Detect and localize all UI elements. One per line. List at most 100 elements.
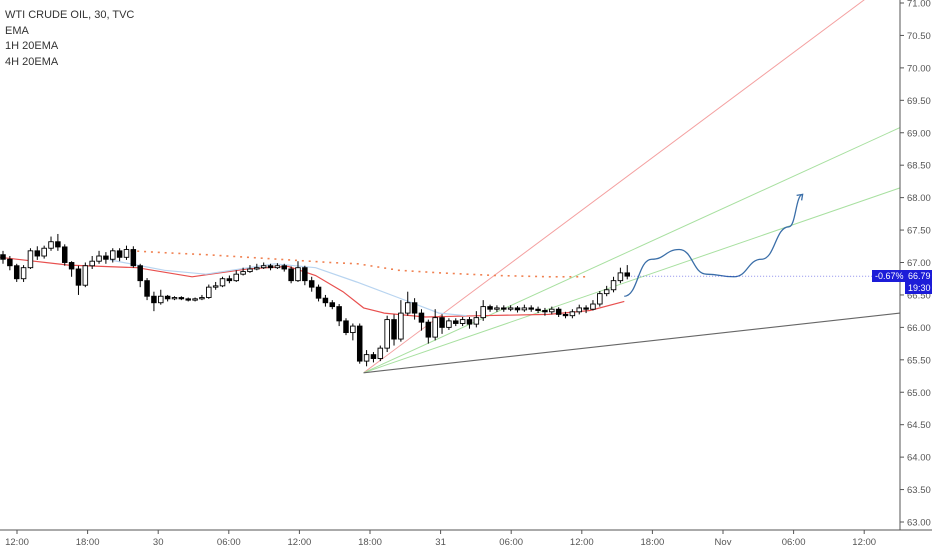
price-tick-label: 65.00 [907,388,931,399]
series-dot [157,251,160,254]
candle-body [61,246,68,263]
price-tick-label: 68.50 [907,161,931,172]
candle-body [363,354,370,362]
candle-body [103,255,109,260]
candle-body [151,295,157,304]
candle-body [254,267,260,270]
candle-body [171,297,178,300]
candle-body [281,265,288,270]
series-dot [178,252,181,255]
candle-body [391,319,397,340]
series-dot [192,253,195,255]
candle-body [27,250,34,269]
candle-body [404,302,411,314]
legend-4h-ema[interactable]: 4H 20EMA [5,55,59,68]
time-tick-label: Nov [715,537,732,548]
series-dot [144,250,147,253]
candle-body [158,295,164,304]
candle-body [356,325,363,362]
candle-body [110,250,116,260]
time-tick-label: 12:00 [852,537,876,548]
legend-ema[interactable]: EMA [5,24,29,37]
candle-body [13,265,20,280]
candle-body [20,267,27,280]
series-dot [569,275,572,278]
candle-body [590,303,596,310]
series-line [109,259,467,317]
candle-body [233,273,239,282]
series-line [0,256,625,318]
candle-body [192,298,198,301]
time-tick-label: 06:00 [499,537,523,548]
ema-layer [0,250,625,318]
candle-body [41,247,47,257]
candle-body [425,321,432,338]
candle-body [480,306,486,319]
series-dot [246,256,249,259]
projection-layer [624,193,804,297]
candle-body [528,307,534,310]
series-dot [535,275,538,278]
candle-body [411,302,418,314]
candle-body [624,272,631,277]
candle-body [514,307,521,311]
candle-body [610,280,617,291]
candle-body [274,265,281,269]
candle-body [562,313,569,317]
candle-body [55,241,61,248]
series-dot [583,275,586,278]
candle-body [308,280,315,288]
series-dot [480,274,483,276]
candle-body [576,307,582,313]
series-dot [466,273,469,275]
candle-body [68,262,75,270]
candle-body [377,347,384,359]
time-tick-label: 12:00 [288,537,312,548]
candle-body [446,320,452,328]
time-tick-label: 18:00 [358,537,382,548]
candle-body [247,268,253,273]
legend-symbol[interactable]: WTI CRUDE OIL, 30, TVC [5,9,135,21]
candle-body [137,265,143,282]
series-dot [459,273,462,275]
series-dot [137,250,140,253]
series-dot [562,275,565,278]
series-dot [205,253,208,256]
series-dot [164,251,167,254]
candle-body [453,320,459,324]
legend-1h-ema[interactable]: 1H 20EMA [5,40,59,52]
price-tick-label: 67.00 [907,258,931,269]
candle-body [350,325,356,334]
series-dot [185,252,188,255]
series-dot [445,272,448,275]
candle-body [549,308,555,313]
series-dot [576,275,579,278]
candle-body [295,267,301,282]
candle-body [473,317,480,325]
candle-body [597,293,603,305]
candle-body [267,265,274,269]
series-dot [343,262,345,264]
candle-body [343,320,349,334]
series-dot [507,274,510,277]
series-dot [240,256,243,258]
series-dot [541,275,544,278]
time-tick-label: 18:00 [641,537,665,548]
candle-body [7,258,13,267]
series-dot [418,270,421,273]
series-dot [212,254,215,256]
candle-body [89,260,95,267]
candle-body [82,265,89,286]
price-tick-label: 70.50 [907,31,931,42]
candle-body [617,272,624,282]
candle-body [384,319,390,349]
time-tick-label: 30 [153,537,164,548]
candle-body [315,286,322,299]
series-dot [487,274,490,276]
series-dot [391,268,394,271]
series-dot [432,271,435,274]
candle-body [212,285,219,288]
series-dot [336,262,339,264]
series-dot [329,261,332,264]
